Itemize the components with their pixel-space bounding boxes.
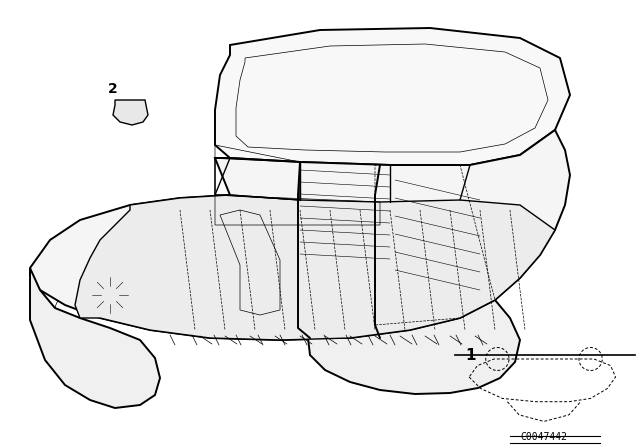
- Text: 2: 2: [108, 82, 118, 96]
- Text: 1: 1: [465, 348, 476, 363]
- Polygon shape: [30, 268, 160, 408]
- Polygon shape: [215, 28, 570, 165]
- Polygon shape: [30, 130, 570, 340]
- Text: C0047442: C0047442: [520, 432, 567, 442]
- Polygon shape: [75, 195, 555, 340]
- Polygon shape: [113, 100, 148, 125]
- Polygon shape: [308, 300, 520, 394]
- Circle shape: [123, 105, 137, 119]
